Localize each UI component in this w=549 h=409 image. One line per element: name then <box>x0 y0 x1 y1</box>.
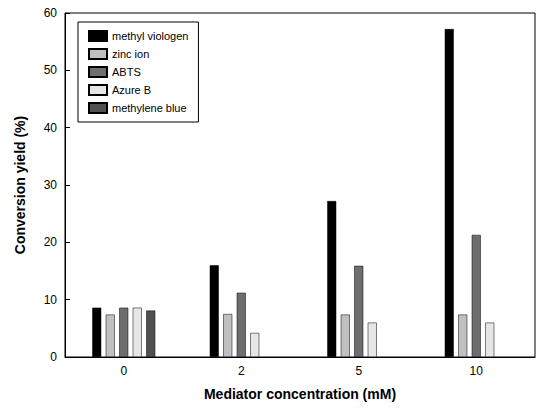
svg-text:Mediator concentration (mM): Mediator concentration (mM) <box>204 386 396 402</box>
svg-text:20: 20 <box>44 235 58 249</box>
svg-text:Conversion yield (%): Conversion yield (%) <box>12 116 28 254</box>
svg-text:5: 5 <box>355 364 362 378</box>
svg-text:2: 2 <box>238 364 245 378</box>
svg-text:0: 0 <box>50 350 57 364</box>
svg-text:zinc ion: zinc ion <box>112 48 149 60</box>
svg-text:methyl viologen: methyl viologen <box>112 30 188 42</box>
svg-text:ABTS: ABTS <box>112 66 141 78</box>
svg-text:10: 10 <box>470 364 484 378</box>
svg-text:0: 0 <box>120 364 127 378</box>
svg-text:30: 30 <box>44 178 58 192</box>
svg-text:50: 50 <box>44 63 58 77</box>
svg-text:40: 40 <box>44 121 58 135</box>
svg-text:methylene blue: methylene blue <box>112 102 187 114</box>
svg-text:10: 10 <box>44 293 58 307</box>
svg-text:Azure B: Azure B <box>112 84 151 96</box>
svg-text:60: 60 <box>44 6 58 20</box>
